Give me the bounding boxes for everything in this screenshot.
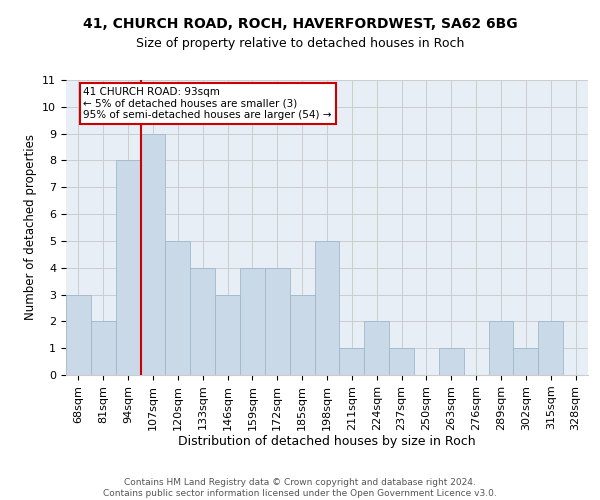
- Bar: [340, 348, 364, 375]
- Text: 41, CHURCH ROAD, ROCH, HAVERFORDWEST, SA62 6BG: 41, CHURCH ROAD, ROCH, HAVERFORDWEST, SA…: [83, 18, 517, 32]
- Text: Size of property relative to detached houses in Roch: Size of property relative to detached ho…: [136, 38, 464, 51]
- Bar: [66, 294, 91, 375]
- Text: Contains HM Land Registry data © Crown copyright and database right 2024.
Contai: Contains HM Land Registry data © Crown c…: [103, 478, 497, 498]
- Text: 41 CHURCH ROAD: 93sqm
← 5% of detached houses are smaller (3)
95% of semi-detach: 41 CHURCH ROAD: 93sqm ← 5% of detached h…: [83, 86, 332, 120]
- Bar: [439, 348, 464, 375]
- Bar: [265, 268, 290, 375]
- Y-axis label: Number of detached properties: Number of detached properties: [24, 134, 37, 320]
- Bar: [116, 160, 140, 375]
- Bar: [190, 268, 215, 375]
- X-axis label: Distribution of detached houses by size in Roch: Distribution of detached houses by size …: [178, 436, 476, 448]
- Bar: [240, 268, 265, 375]
- Bar: [364, 322, 389, 375]
- Bar: [290, 294, 314, 375]
- Bar: [538, 322, 563, 375]
- Bar: [314, 241, 340, 375]
- Bar: [488, 322, 514, 375]
- Bar: [91, 322, 116, 375]
- Bar: [389, 348, 414, 375]
- Bar: [215, 294, 240, 375]
- Bar: [514, 348, 538, 375]
- Bar: [166, 241, 190, 375]
- Bar: [140, 134, 166, 375]
